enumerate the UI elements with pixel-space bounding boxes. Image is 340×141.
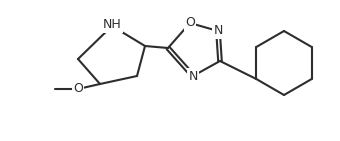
Text: NH: NH bbox=[103, 18, 121, 31]
Text: O: O bbox=[73, 82, 83, 95]
Text: O: O bbox=[185, 16, 195, 29]
Text: N: N bbox=[213, 25, 223, 38]
Text: N: N bbox=[188, 70, 198, 82]
